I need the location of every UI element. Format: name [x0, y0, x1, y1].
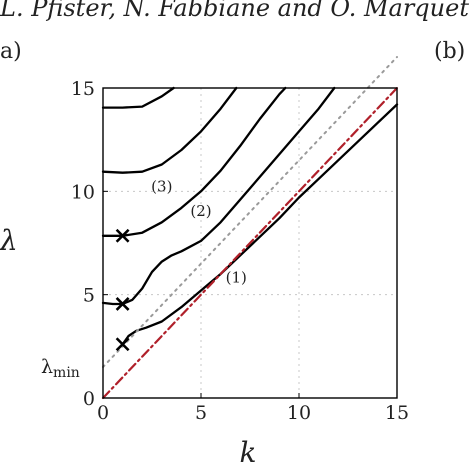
x-tick-label: 15 — [385, 402, 409, 424]
lambda-min-sub: min — [53, 365, 80, 381]
y-tick-label: 0 — [83, 388, 95, 410]
series-layer — [101, 56, 399, 400]
y-axis-label: λ — [0, 224, 18, 257]
panel-label-b: (b) — [434, 39, 465, 64]
y-tick-label: 10 — [71, 181, 95, 203]
y-ticks: 0 5 10 15 — [71, 78, 108, 410]
grid — [103, 88, 397, 398]
lambda-min-label: λmin — [41, 356, 80, 381]
y-tick-label: 5 — [83, 285, 95, 307]
plot-frame — [102, 87, 398, 399]
lambda-min-main: λ — [41, 356, 53, 378]
curve-labels: (1) (2) (3) — [151, 177, 247, 286]
series-line-0 — [121, 103, 399, 346]
series-line-2 — [101, 86, 287, 237]
series-label-2: (3) — [151, 177, 172, 195]
marker-layer — [115, 228, 130, 352]
series-line-5 — [101, 86, 399, 400]
series-line-4 — [101, 86, 175, 109]
x-tick-label: 0 — [97, 402, 109, 424]
x-tick-label: 5 — [195, 402, 207, 424]
y-tick-label: 15 — [71, 78, 95, 100]
marker-x-2 — [115, 228, 130, 243]
x-ticks: 0 5 10 15 — [97, 393, 409, 424]
panel-label-a: a) — [0, 39, 22, 64]
x-axis-label: k — [240, 436, 257, 469]
header-authors: L. Pfister, N. Fabbiane and O. Marquet — [0, 0, 469, 22]
series-label-0: (1) — [226, 268, 247, 286]
marker-x-0 — [115, 337, 130, 352]
series-line-1 — [101, 86, 336, 306]
marker-x-1 — [115, 297, 130, 311]
series-label-1: (2) — [190, 202, 211, 220]
x-tick-label: 10 — [287, 402, 311, 424]
series-line-3 — [101, 86, 238, 174]
series-line-6 — [102, 56, 398, 368]
